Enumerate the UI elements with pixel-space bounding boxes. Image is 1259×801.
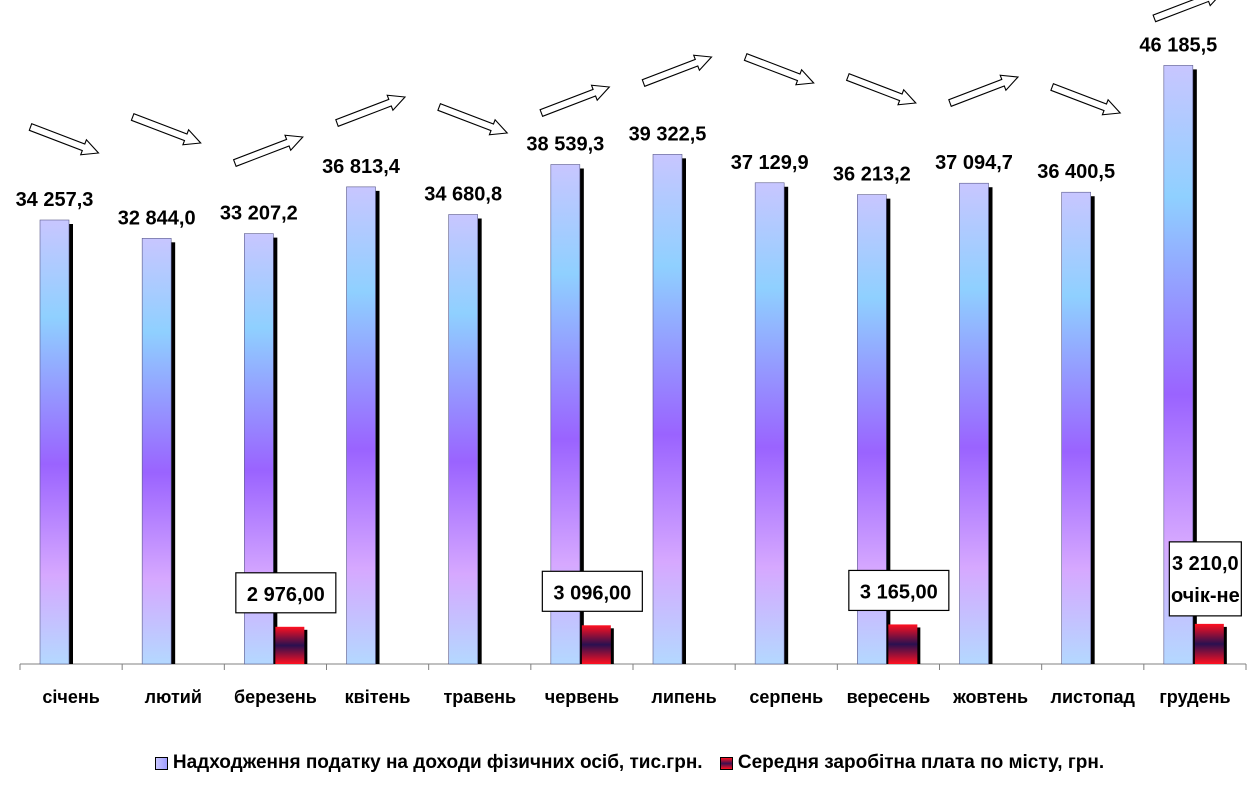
trend-arrow xyxy=(28,122,100,156)
category-label: червень xyxy=(545,687,619,707)
trend-arrow xyxy=(845,72,917,106)
tax-value-label: 36 813,4 xyxy=(322,156,401,178)
salary-value-label: 2 976,00 xyxy=(247,584,325,606)
salary-value-label: 3 165,00 xyxy=(860,581,938,603)
trend-arrow xyxy=(437,102,509,136)
category-label: грудень xyxy=(1159,687,1230,707)
trend-arrow xyxy=(130,112,202,146)
tax-bar xyxy=(39,219,70,665)
tax-value-label: 34 680,8 xyxy=(424,184,502,206)
trend-arrow xyxy=(641,54,713,88)
salary-bar xyxy=(275,626,305,664)
tax-value-label: 37 129,9 xyxy=(731,152,809,174)
legend-label-salary: Середня заробітна плата по місту, грн. xyxy=(737,752,1105,773)
legend-swatch-tax xyxy=(154,756,168,770)
salary-bar xyxy=(581,625,611,664)
salary-label-box xyxy=(541,570,643,612)
tax-bar xyxy=(652,154,683,665)
salary-label-box xyxy=(848,569,950,612)
salary-label-box xyxy=(1168,541,1242,617)
category-label: липень xyxy=(651,687,716,707)
tax-value-label: 32 844,0 xyxy=(118,207,196,229)
trend-arrow xyxy=(335,94,407,128)
chart-legend: Надходження податку на доходи фізичних о… xyxy=(0,752,1259,776)
salary-bar xyxy=(888,624,918,664)
category-label: лютий xyxy=(145,687,202,707)
tax-value-label: 39 322,5 xyxy=(629,123,707,145)
trend-arrow xyxy=(232,134,304,168)
category-label: жовтень xyxy=(952,687,1028,707)
tax-value-label: 33 207,2 xyxy=(220,203,298,225)
trend-arrow xyxy=(743,52,815,86)
legend-item-tax: Надходження податку на доходи фізичних о… xyxy=(154,752,703,774)
salary-label-box xyxy=(235,572,337,614)
tax-value-label: 36 213,2 xyxy=(833,164,911,186)
tax-value-label: 34 257,3 xyxy=(16,189,94,211)
category-label: березень xyxy=(234,687,317,707)
salary-note-label: очік-не xyxy=(1171,585,1240,607)
tax-bar xyxy=(448,214,478,665)
legend-item-salary: Середня заробітна плата по місту, грн. xyxy=(719,752,1105,774)
salary-value-label: 3 096,00 xyxy=(553,582,631,604)
category-label: травень xyxy=(443,687,516,707)
tax-value-label: 37 094,7 xyxy=(935,152,1013,174)
tax-bar xyxy=(346,186,376,665)
bar-chart: 34 257,3 січень 32 844,0 лютий 33 207,2 берез… xyxy=(16,0,1247,707)
legend-swatch-salary xyxy=(719,756,733,770)
tax-value-label: 38 539,3 xyxy=(526,134,604,156)
tax-value-label: 46 185,5 xyxy=(1139,34,1217,56)
category-label: січень xyxy=(42,687,99,707)
tax-bar xyxy=(754,182,785,665)
tax-bar xyxy=(959,182,989,665)
tax-bar xyxy=(141,238,172,665)
trend-arrow xyxy=(948,74,1020,108)
salary-bar xyxy=(1194,623,1224,664)
salary-value-label: 3 210,0 xyxy=(1172,553,1239,575)
legend-label-tax: Надходження податку на доходи фізичних о… xyxy=(172,752,703,773)
trend-arrow xyxy=(1152,0,1217,23)
category-label: листопад xyxy=(1051,687,1136,707)
category-label: квітень xyxy=(345,687,411,707)
tax-value-label: 36 400,5 xyxy=(1037,161,1115,183)
trend-arrow xyxy=(1050,82,1122,116)
tax-bar xyxy=(1061,191,1091,665)
trend-arrow xyxy=(539,84,611,118)
category-label: серпень xyxy=(749,687,823,707)
category-label: вересень xyxy=(847,687,931,707)
